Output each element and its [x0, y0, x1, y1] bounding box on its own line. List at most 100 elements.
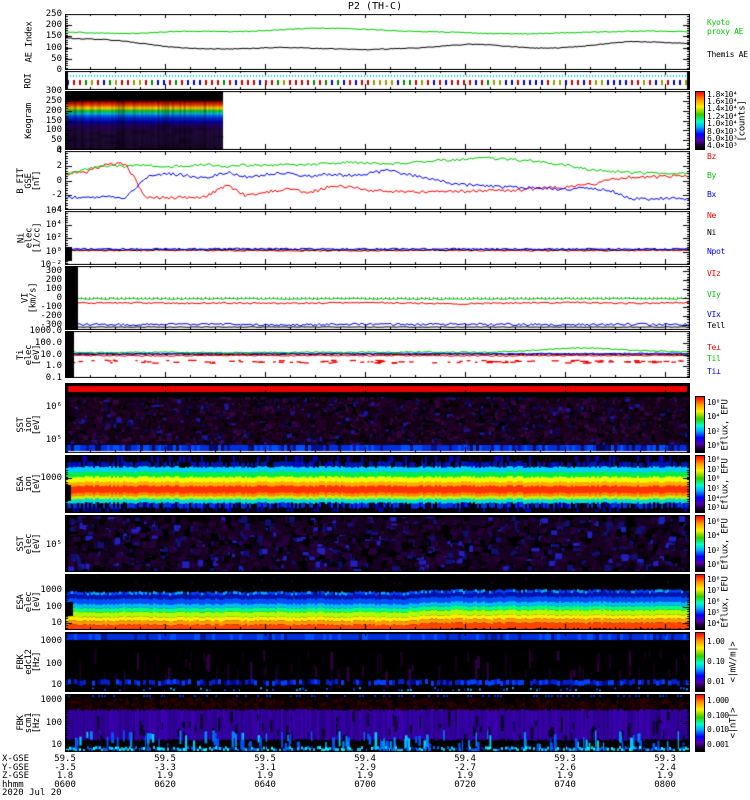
- colorbar-unit-text-esa_elec: Eflux, EFU: [721, 576, 731, 628]
- panel-keogram: [65, 91, 690, 150]
- ytick-label-vi: 200: [45, 274, 62, 285]
- legend-ti-: Ti⊥: [707, 367, 721, 376]
- legend-tell: Tell: [707, 321, 726, 330]
- ytick-label-sst_ion: 10⁵: [45, 434, 62, 445]
- ytick-label-bfit: 0: [56, 175, 62, 186]
- axis-value: 59.3: [554, 754, 576, 764]
- ytick-label-ti: 1000.0: [29, 326, 62, 336]
- panel-esa_ion: [65, 455, 690, 513]
- colorbar-unit-text-sst_elec: Eflux, EFU: [721, 517, 731, 570]
- colorbar-tick-fbk_scm: 0.001: [707, 739, 729, 749]
- axis-value: -2.4: [654, 763, 676, 773]
- colorbar-tick-fbk_edc: 1.00: [707, 637, 725, 646]
- ytick-label-vi: 300: [45, 265, 62, 276]
- ytick-label-bfit: -4: [51, 205, 62, 215]
- colorbar-tick-keogram: 1.6×10⁴: [707, 97, 738, 107]
- ytick-label-fbk_edc: 10: [51, 679, 62, 690]
- ytick-label-ae: 0: [56, 65, 62, 75]
- colorbar-tick-keogram: 1.2×10⁴: [707, 111, 738, 121]
- axis-value: 59.5: [254, 754, 276, 764]
- ytick-label-ae: 100: [45, 42, 62, 53]
- ytick-label-keogram: 50: [51, 135, 62, 146]
- colorbar-tick-esa_elec: 10⁷: [707, 585, 720, 595]
- ytick-label-ni: 10⁻²: [40, 260, 62, 270]
- ytick-label-ni: 10⁴: [45, 219, 62, 230]
- legend-til: Til: [707, 354, 721, 363]
- colorbar-tick-esa_elec: 10⁸: [707, 574, 720, 584]
- axis-value: 1.8: [56, 771, 74, 781]
- colorbar-tick-fbk_edc: 0.01: [707, 677, 725, 686]
- colorbar-tick-esa_ion: 10⁶: [707, 474, 720, 484]
- ytick-label-esa_ion: 1000: [40, 473, 62, 484]
- axis-value: -3.3: [154, 763, 176, 773]
- axis-value: 59.4: [454, 754, 476, 764]
- axis-row-label: Y-GSE: [2, 763, 30, 773]
- ytick-label-sst_elec: 10⁵: [45, 540, 62, 551]
- panel-fbk_edc: [65, 632, 690, 692]
- legend-vix: VIx: [707, 310, 721, 319]
- legend-bx: Bx: [707, 190, 717, 199]
- ytick-label-keogram: 150: [45, 115, 62, 126]
- ytick-label-esa_elec: 100: [45, 602, 62, 613]
- legend-ne: Ne: [707, 211, 717, 220]
- panel-roi: [65, 71, 690, 90]
- legend-ni: Ni: [707, 228, 717, 237]
- axis-label-esa_ion: ESA ion [eV]: [6, 455, 52, 513]
- colorbar-esa_ion: [695, 455, 705, 513]
- axis-value: 1.9: [556, 771, 574, 781]
- legend-by: By: [707, 171, 717, 180]
- ytick-label-ti: 10.0: [40, 349, 62, 360]
- colorbar-unit-text-fbk_scm: <|nT|>: [728, 707, 738, 739]
- legend-themis-ae: Themis AE: [707, 50, 748, 59]
- axis-label-text-sst_ion: SST ion [eV]: [15, 414, 42, 435]
- axis-value: 0600: [54, 780, 76, 790]
- colorbar-unit-text-fbk_edc: <|mV/m|>: [728, 641, 739, 683]
- axis-label-text-roi: ROI: [23, 72, 34, 89]
- colorbar-tick-keogram: 1.8×10⁴: [707, 89, 738, 99]
- axis-value: 1.9: [356, 771, 374, 781]
- axis-value: 0740: [554, 780, 576, 790]
- ytick-label-ni: 10²: [45, 233, 62, 243]
- colorbar-tick-fbk_scm: 0.010: [707, 725, 729, 735]
- colorbar-tick-keogram: 1.0×10⁴: [707, 119, 738, 129]
- colorbar-unit-esa_ion: Eflux, EFU: [720, 455, 732, 513]
- colorbar-tick-sst_ion: 10⁶: [707, 398, 720, 408]
- panel-flagbar: [65, 383, 690, 396]
- colorbar-tick-sst_ion: 10²: [707, 426, 720, 436]
- legend-viz: VIz: [707, 269, 721, 278]
- colorbar-tick-esa_ion: 10⁴: [707, 493, 720, 503]
- panel-sst_ion: [65, 396, 690, 453]
- colorbar-tick-keogram: 6.0×10³: [707, 133, 738, 143]
- axis-value: 0620: [154, 780, 176, 790]
- ytick-label-fbk_scm: 10: [51, 740, 62, 751]
- ytick-label-sst_ion: 10⁶: [45, 402, 62, 413]
- axis-value: -2.9: [354, 763, 376, 773]
- colorbar-sst_elec: [695, 515, 705, 572]
- ytick-label-ni: 10⁰: [45, 246, 62, 257]
- axis-value: 1.9: [256, 771, 274, 781]
- colorbar-fbk_scm: [695, 694, 705, 752]
- axis-value: -3.1: [254, 763, 276, 773]
- colorbar-tick-sst_elec: 10⁰: [707, 559, 720, 569]
- ytick-label-ae: 200: [45, 20, 62, 31]
- axis-row-label: X-GSE: [2, 754, 30, 764]
- colorbar-unit-text-keogram: [counts]: [737, 100, 748, 141]
- plot-title: P2 (TH-C): [347, 1, 403, 12]
- ytick-label-ni: 10⁶: [45, 206, 62, 216]
- colorbar-unit-fbk_scm: <|nT|>: [727, 694, 739, 752]
- colorbar-tick-keogram: 1.4×10⁴: [707, 104, 738, 114]
- colorbar-tick-esa_elec: 10⁴: [707, 619, 720, 629]
- colorbar-tick-fbk_scm: 0.100: [707, 710, 729, 720]
- ytick-label-vi: -100: [40, 302, 62, 313]
- date-label: 2020 Jul 20: [2, 788, 62, 798]
- ytick-label-vi: -300: [40, 320, 62, 331]
- colorbar-tick-esa_elec: 10⁵: [707, 608, 720, 618]
- ytick-label-ti: 1.0: [45, 361, 62, 372]
- legend-kyoto: Kyoto proxy AE: [707, 18, 744, 36]
- axis-value: 1.9: [656, 771, 674, 781]
- ytick-label-bfit: -2: [51, 190, 62, 201]
- axis-value: 59.5: [154, 754, 176, 764]
- axis-row-label: hhmm: [2, 780, 24, 790]
- colorbar-unit-sst_ion: Eflux, EFU: [720, 396, 732, 453]
